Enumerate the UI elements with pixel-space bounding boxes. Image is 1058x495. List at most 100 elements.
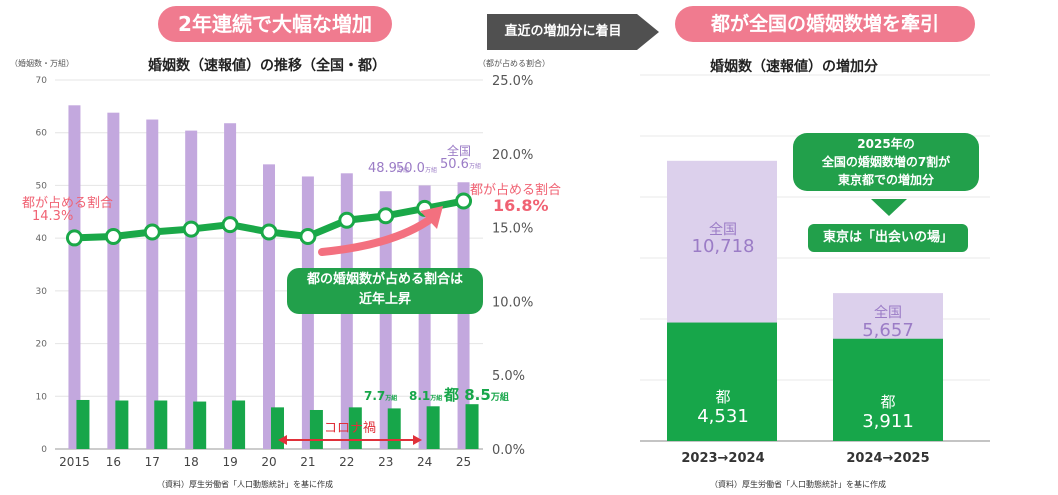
national-bar xyxy=(263,164,275,450)
x-tick-label: 20 xyxy=(261,455,276,469)
covid-annotation xyxy=(278,435,422,445)
tokyo-bar xyxy=(387,408,401,449)
left-source: （資料）厚生労働省「人口動態統計」を基に作成 xyxy=(157,480,333,489)
left-tick-label: 40 xyxy=(36,234,48,244)
tokyo-bar xyxy=(309,409,323,449)
x-tick-label: 17 xyxy=(145,455,160,469)
national-bar xyxy=(185,130,198,449)
left-axis-label: （婚姻数・万組） xyxy=(10,59,74,68)
meeting-place-callout: 東京は「出会いの場」 xyxy=(808,224,968,252)
right-tick-label: 0.0% xyxy=(492,443,525,458)
tokyo-bar xyxy=(76,399,90,449)
share-rise-callout-line1: 都の婚姻数が占める割合は xyxy=(306,272,463,287)
x-tick-label: 2015 xyxy=(59,455,90,469)
right-tick-label: 5.0% xyxy=(492,369,525,384)
left-tick-label: 50 xyxy=(36,181,48,191)
right-chart-title: 婚姻数（速報値）の増加分 xyxy=(710,59,878,75)
left-chart: 0 10 20 30 40 50 60 70 0.0% 5.0% 10.0% 15.0% 20.0% 25… xyxy=(36,74,534,469)
right-tick-label: 20.0% xyxy=(492,148,533,163)
share-label-end: 都が占める割合 xyxy=(470,183,562,198)
x-tick-label: 25 xyxy=(456,455,471,469)
national-bar xyxy=(107,112,120,449)
share-point xyxy=(338,211,356,229)
tokyo-bar xyxy=(833,338,943,441)
share-point xyxy=(299,227,317,245)
national-bar xyxy=(146,119,159,450)
national-ann-24-value: 50.0 xyxy=(396,161,425,176)
national-label: 全国 xyxy=(447,144,472,158)
share-point xyxy=(65,229,83,247)
rc-national-label-0: 全国 xyxy=(709,222,737,238)
tokyo-share-callout-line1: 2025年の xyxy=(857,137,915,151)
tokyo-ann-25-value: 8.5 xyxy=(464,386,491,404)
rc-tokyo-label-0: 都 xyxy=(715,388,731,406)
unit: 万組 xyxy=(430,395,443,402)
rc-national-value-1: 5,657 xyxy=(862,320,914,341)
national-bar xyxy=(68,105,81,449)
unit: 万組 xyxy=(424,167,437,174)
unit: 万組 xyxy=(468,163,481,170)
covid-label: コロナ禍 xyxy=(324,421,377,436)
x-tick-label: 22 xyxy=(339,455,354,469)
x-tick-label: 23 xyxy=(378,455,393,469)
right-chart xyxy=(640,74,990,442)
tokyo-share-callout: 2025年の 全国の婚姻数増の7割が 東京都での増加分 xyxy=(793,133,979,191)
share-point xyxy=(104,227,122,245)
tokyo-bar xyxy=(154,400,168,449)
rc-national-value-0: 10,718 xyxy=(691,236,755,257)
left-chart-title: 婚姻数（速報値）の推移（全国・都） xyxy=(148,58,386,74)
unit: 万組 xyxy=(385,395,398,402)
right-axis-label: （都が占める割合） xyxy=(478,59,550,68)
share-point xyxy=(143,223,161,241)
x-tick-label: 24 xyxy=(417,455,432,469)
national-ann-24: 50.0万組 xyxy=(396,161,437,176)
share-value-end: 16.8% xyxy=(493,196,549,215)
focus-banner-text: 直近の増加分に着目 xyxy=(504,24,622,39)
tokyo-share-callout-line2: 全国の婚姻数増の7割が xyxy=(821,155,951,169)
share-point xyxy=(377,207,395,225)
rc-tokyo-value-1: 3,911 xyxy=(862,411,914,432)
tokyo-bar xyxy=(465,404,479,449)
share-value-start: 14.3% xyxy=(32,209,74,224)
share-rise-callout-line2: 近年上昇 xyxy=(358,292,411,307)
national-bar xyxy=(418,185,431,449)
tokyo-bar xyxy=(115,400,129,449)
focus-banner: 直近の増加分に着目 xyxy=(487,14,662,50)
national-ann-25: 50.6万組 xyxy=(440,157,481,172)
tokyo-ann-24: 8.1万組 xyxy=(409,389,442,403)
left-tick-label: 30 xyxy=(36,287,48,297)
x-tick-label: 19 xyxy=(222,455,237,469)
tokyo-ann-23: 7.7万組 xyxy=(364,389,397,403)
right-headline: 都が全国の婚姻数増を牽引 xyxy=(675,6,975,42)
rc-tokyo-label-1: 都 xyxy=(880,393,896,411)
national-bar xyxy=(224,123,237,450)
share-point xyxy=(455,192,473,210)
callout-down-arrow xyxy=(871,199,907,216)
tokyo-ann-24-value: 8.1 xyxy=(409,389,431,403)
right-tick-label: 25.0% xyxy=(492,74,533,89)
rc-tokyo-value-0: 4,531 xyxy=(697,406,749,427)
left-tick-label: 0 xyxy=(41,445,47,455)
tokyo-bar xyxy=(667,322,777,441)
left-tick-label: 10 xyxy=(36,392,48,402)
left-tick-label: 20 xyxy=(36,340,48,350)
rc-cat-1: 2024→2025 xyxy=(846,451,930,466)
left-tick-label: 70 xyxy=(36,76,48,86)
rc-cat-0: 2023→2024 xyxy=(681,451,765,466)
x-tick-label: 18 xyxy=(184,455,199,469)
trend-arrow xyxy=(318,214,436,256)
national-ann-23: 48.9万組 xyxy=(368,161,409,176)
tokyo-label: 都 xyxy=(444,386,460,404)
tokyo-share-callout-line3: 東京都での増加分 xyxy=(837,173,934,187)
national-ann-23-value: 48.9 xyxy=(368,161,397,176)
share-rise-callout: 都の婚姻数が占める割合は 近年上昇 xyxy=(287,268,483,314)
national-bar xyxy=(379,191,392,449)
right-source: （資料）厚生労働省「人口動態統計」を基に作成 xyxy=(710,480,886,489)
right-tick-label: 15.0% xyxy=(492,222,533,237)
unit: 万組 xyxy=(490,393,509,403)
tokyo-bar xyxy=(193,401,207,449)
tokyo-bar xyxy=(426,406,440,449)
share-point xyxy=(221,216,239,234)
left-tick-label: 60 xyxy=(36,129,48,139)
trend-arrow-head xyxy=(420,206,443,229)
